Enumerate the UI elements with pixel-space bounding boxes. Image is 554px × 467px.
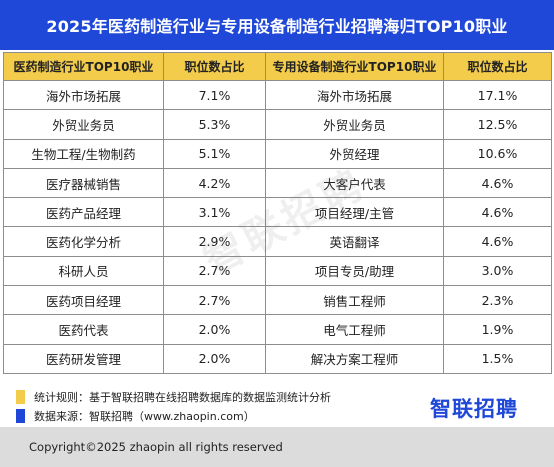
share-cell: 2.3% [443,285,552,316]
occupation-cell: 医药项目经理 [3,285,164,316]
share-cell: 3.0% [443,255,552,287]
share-cell: 4.6% [443,226,552,257]
copyright-text: Copyright©2025 zhaopin all rights reserv… [29,440,283,454]
occupation-cell: 项目经理/主管 [265,197,444,228]
occupation-cell: 生物工程/生物制药 [3,138,164,169]
share-cell: 12.5% [443,109,552,140]
occupation-cell: 医药产品经理 [3,197,164,228]
occupation-cell: 解决方案工程师 [265,343,444,375]
column-header: 职位数占比 [163,52,266,81]
column-header: 职位数占比 [443,52,552,81]
occupation-cell: 电气工程师 [265,314,444,345]
share-cell: 10.6% [443,138,552,169]
share-cell: 2.7% [163,255,266,287]
share-cell: 4.6% [443,197,552,228]
table-row: 外贸业务员 5.3% 外贸业务员 12.5% [3,109,552,140]
note-text: 数据来源：智联招聘（www.zhaopin.com） [34,410,255,423]
occupation-cell: 销售工程师 [265,285,444,316]
share-cell: 2.9% [163,226,266,257]
table-row: 医药研发管理 2.0% 解决方案工程师 1.5% [3,343,552,375]
table-row: 医药代表 2.0% 电气工程师 1.9% [3,314,552,345]
note-text: 统计规则：基于智联招聘在线招聘数据库的数据监测统计分析 [34,391,331,404]
share-cell: 4.6% [443,167,552,199]
occupation-cell: 医疗器械销售 [3,167,164,199]
table-row: 生物工程/生物制药 5.1% 外贸经理 10.6% [3,138,552,169]
chart-title: 2025年医药制造行业与专用设备制造行业招聘海归TOP10职业 [0,0,554,50]
yellow-square-icon [16,390,25,404]
occupation-cell: 外贸业务员 [3,109,164,140]
share-cell: 2.0% [163,314,266,345]
occupation-cell: 医药化学分析 [3,226,164,257]
column-header: 医药制造行业TOP10职业 [3,52,164,81]
share-cell: 7.1% [163,79,266,111]
share-cell: 1.5% [443,343,552,375]
occupation-cell: 外贸业务员 [265,109,444,140]
occupation-cell: 医药研发管理 [3,343,164,375]
table-row: 医药项目经理 2.7% 销售工程师 2.3% [3,285,552,316]
data-table: 医药制造行业TOP10职业 职位数占比 专用设备制造行业TOP10职业 职位数占… [3,52,552,375]
table-body: 海外市场拓展 7.1% 海外市场拓展 17.1% 外贸业务员 5.3% 外贸业务员 12.5%… [3,79,552,375]
table-header-row: 医药制造行业TOP10职业 职位数占比 专用设备制造行业TOP10职业 职位数占… [3,52,552,81]
table-row: 医药化学分析 2.9% 英语翻译 4.6% [3,226,552,257]
occupation-cell: 科研人员 [3,255,164,287]
share-cell: 4.2% [163,167,266,199]
share-cell: 1.9% [443,314,552,345]
occupation-cell: 海外市场拓展 [3,79,164,111]
copyright-bar: Copyright©2025 zhaopin all rights reserv… [0,427,554,467]
share-cell: 2.7% [163,285,266,316]
share-cell: 17.1% [443,79,552,111]
occupation-cell: 海外市场拓展 [265,79,444,111]
note-statistics-rule: 统计规则：基于智联招聘在线招聘数据库的数据监测统计分析 [16,389,331,405]
share-cell: 5.3% [163,109,266,140]
occupation-cell: 医药代表 [3,314,164,345]
share-cell: 3.1% [163,197,266,228]
brand-logo: 智联招聘 [430,397,518,421]
table-row: 医药产品经理 3.1% 项目经理/主管 4.6% [3,197,552,228]
share-cell: 2.0% [163,343,266,375]
share-cell: 5.1% [163,138,266,169]
table-row: 海外市场拓展 7.1% 海外市场拓展 17.1% [3,79,552,111]
table-row: 科研人员 2.7% 项目专员/助理 3.0% [3,255,552,287]
occupation-cell: 外贸经理 [265,138,444,169]
table-row: 医疗器械销售 4.2% 大客户代表 4.6% [3,167,552,199]
column-header: 专用设备制造行业TOP10职业 [265,52,444,81]
occupation-cell: 大客户代表 [265,167,444,199]
occupation-cell: 项目专员/助理 [265,255,444,287]
occupation-cell: 英语翻译 [265,226,444,257]
note-data-source: 数据来源：智联招聘（www.zhaopin.com） [16,408,255,424]
blue-square-icon [16,409,25,423]
